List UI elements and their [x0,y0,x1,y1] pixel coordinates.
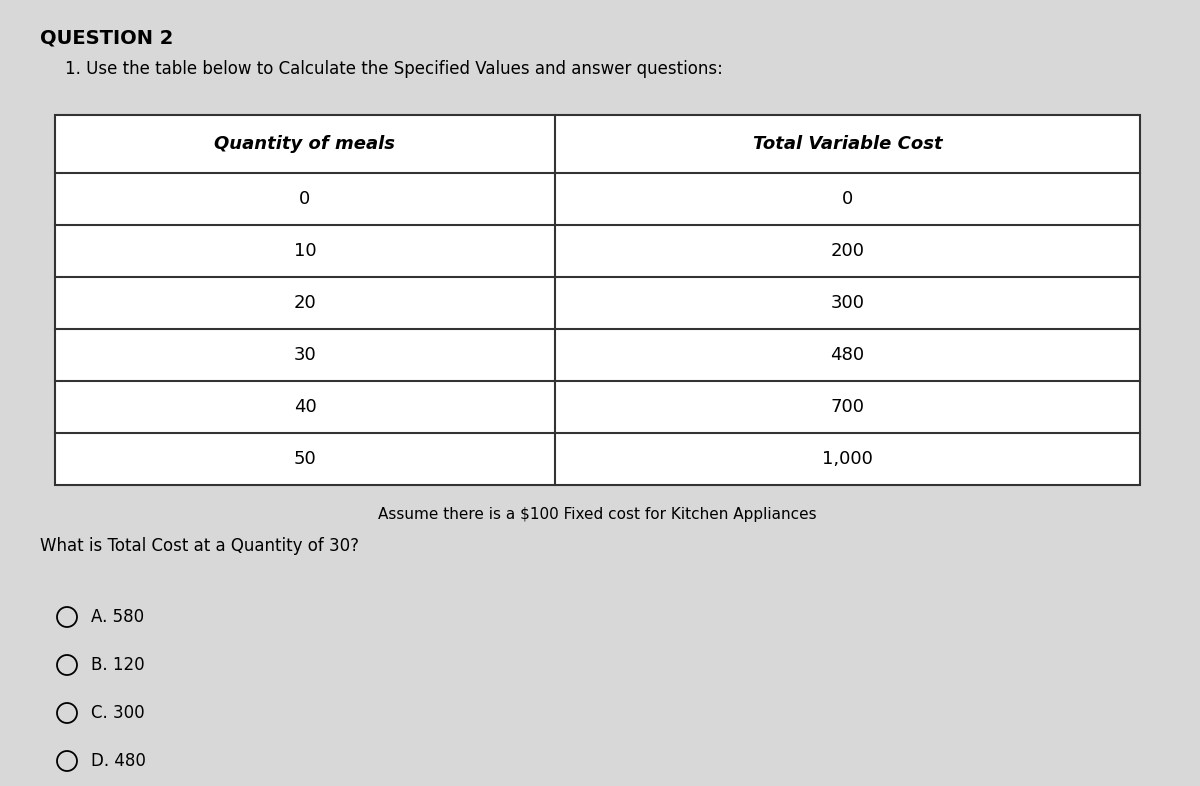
Text: 1,000: 1,000 [822,450,872,468]
Text: QUESTION 2: QUESTION 2 [40,28,173,47]
Text: 0: 0 [299,190,311,208]
Text: A. 580: A. 580 [91,608,144,626]
Text: 10: 10 [294,242,317,260]
Bar [55,115,1140,485]
Text: What is Total Cost at a Quantity of 30?: What is Total Cost at a Quantity of 30? [40,537,359,555]
Text: 0: 0 [842,190,853,208]
Text: 50: 50 [294,450,317,468]
Text: 480: 480 [830,346,864,364]
Text: Assume there is a $100 Fixed cost for Kitchen Appliances: Assume there is a $100 Fixed cost for Ki… [378,507,817,522]
Text: 40: 40 [294,398,317,416]
Text: 700: 700 [830,398,864,416]
Text: 300: 300 [830,294,864,312]
Text: B. 120: B. 120 [91,656,145,674]
Text: 1. Use the table below to Calculate the Specified Values and answer questions:: 1. Use the table below to Calculate the … [65,60,722,78]
Text: 20: 20 [294,294,317,312]
Text: 200: 200 [830,242,864,260]
Text: Total Variable Cost: Total Variable Cost [752,135,942,153]
Text: Quantity of meals: Quantity of meals [215,135,396,153]
Text: D. 480: D. 480 [91,752,146,770]
Text: C. 300: C. 300 [91,704,145,722]
Text: 30: 30 [294,346,317,364]
